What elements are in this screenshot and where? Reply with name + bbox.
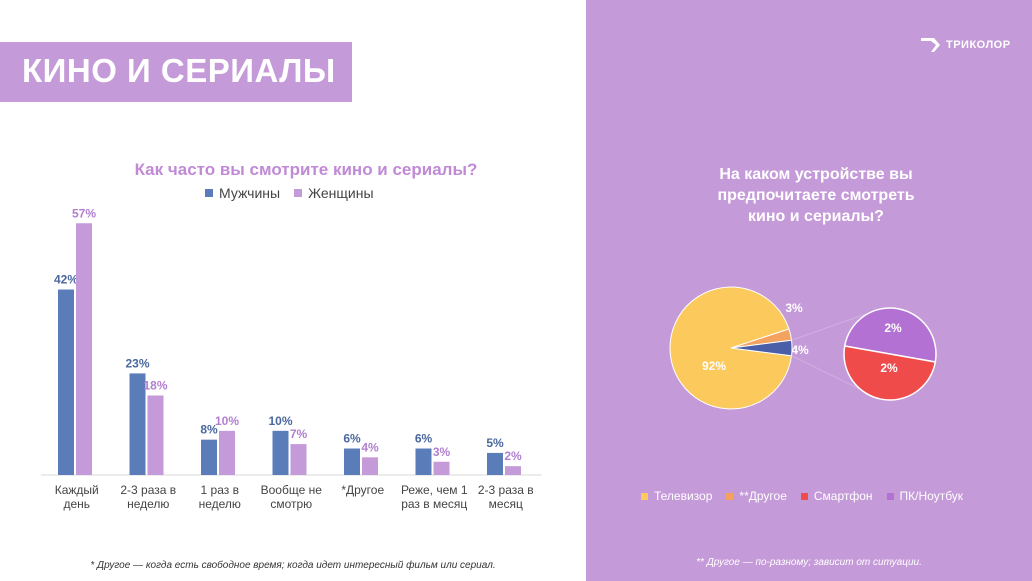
legend-item-men: Мужчины (205, 185, 280, 201)
legend-item-tv: Телевизор (641, 489, 712, 503)
page-title: КИНО И СЕРИАЛЫ (22, 52, 336, 89)
pie-title-line-3: кино и сериалы? (748, 208, 884, 225)
legend-item-women: Женщины (294, 185, 374, 201)
bar-label-women-3: 7% (290, 427, 308, 441)
bar-label-men-4: 6% (343, 432, 361, 446)
legend-label-pc: ПК/Ноутбук (899, 489, 964, 503)
legend-label-tv: Телевизор (654, 489, 713, 503)
bar-label-women-4: 4% (361, 440, 379, 454)
bar-women-2 (219, 430, 235, 475)
bar-label-women-0: 57% (72, 206, 96, 220)
bar-women-6 (505, 466, 521, 475)
bar-label-men-1: 23% (125, 356, 149, 370)
category-label-3-1: смотрю (270, 497, 312, 511)
legend-swatch-women (294, 189, 303, 197)
category-label-5-0: Реже, чем 1 (401, 483, 468, 497)
pie-title-line-1: На каком устройстве вы (719, 166, 913, 183)
legend-label-women: Женщины (308, 185, 374, 201)
category-label-0-1: день (63, 497, 90, 511)
legend-label-other: **Другое (739, 489, 787, 503)
bar-label-men-5: 6% (415, 432, 433, 446)
category-label-0-0: Каждый (55, 483, 99, 497)
bar-women-0 (76, 223, 92, 475)
category-label-6-0: 2-3 раза в (478, 483, 534, 497)
bar-men-0 (58, 289, 74, 475)
category-label-1-1: неделю (127, 497, 169, 511)
pie-title-line-2: предпочитаете смотреть (717, 187, 915, 204)
bar-label-women-1: 18% (143, 379, 167, 393)
footnote-left: * Другое — когда есть свободное время; к… (90, 560, 496, 571)
bar-men-5 (415, 448, 432, 475)
bar-label-men-3: 10% (268, 414, 292, 428)
bar-women-1 (147, 395, 164, 475)
bar-women-5 (433, 461, 450, 475)
legend-label-men: Мужчины (219, 185, 281, 201)
legend-swatch-pc (886, 492, 894, 500)
legend-label-smartphone: Смартфон (813, 489, 873, 503)
bar-chart-title: Как часто вы смотрите кино и сериалы? (134, 160, 478, 179)
bar-men-2 (201, 439, 217, 475)
pie-chart-legend: Телевизор **Другое Смартфон ПК/Ноутбук (641, 489, 963, 503)
bar-label-women-5: 3% (433, 445, 451, 459)
category-label-6-1: месяц (489, 497, 523, 511)
bar-women-3 (290, 444, 307, 475)
legend-swatch-tv (641, 492, 648, 500)
legend-item-smartphone: Смартфон (800, 489, 873, 503)
legend-swatch-smartphone (800, 492, 808, 500)
bar-label-women-6: 2% (504, 449, 522, 463)
legend-swatch-men (205, 189, 213, 197)
category-label-2-1: неделю (199, 497, 241, 511)
category-label-3-0: Вообще не (261, 483, 323, 497)
logo-text: ТРИКОЛОР (946, 39, 1011, 51)
right-panel (586, 0, 1032, 581)
bar-men-1 (129, 373, 146, 475)
bar-label-men-0: 42% (54, 273, 78, 287)
bar-women-4 (362, 457, 378, 475)
category-label-2-0: 1 раз в (201, 483, 239, 497)
footnote-right: ** Другое — по-разному; зависит от ситуа… (696, 557, 922, 568)
pie-chart-title: На каком устройстве вы предпочитаете смо… (636, 164, 996, 227)
bar-men-4 (344, 448, 360, 475)
logo: ТРИКОЛОР (920, 34, 1011, 56)
category-label-1-0: 2-3 раза в (120, 483, 176, 497)
logo-icon (921, 38, 940, 52)
bar-chart-legend: Мужчины Женщины (205, 185, 374, 201)
category-label-4-0: *Другое (341, 483, 384, 497)
legend-item-other: **Другое (726, 489, 787, 503)
bar-label-men-2: 8% (200, 423, 218, 437)
legend-item-pc: ПК/Ноутбук (886, 489, 964, 503)
category-label-5-1: раз в месяц (401, 497, 467, 511)
bar-label-women-2: 10% (215, 414, 239, 428)
legend-swatch-other (726, 492, 734, 500)
bar-men-6 (487, 452, 503, 475)
bar-men-3 (272, 430, 289, 475)
title-banner (0, 42, 352, 102)
bar-label-men-6: 5% (486, 436, 504, 450)
